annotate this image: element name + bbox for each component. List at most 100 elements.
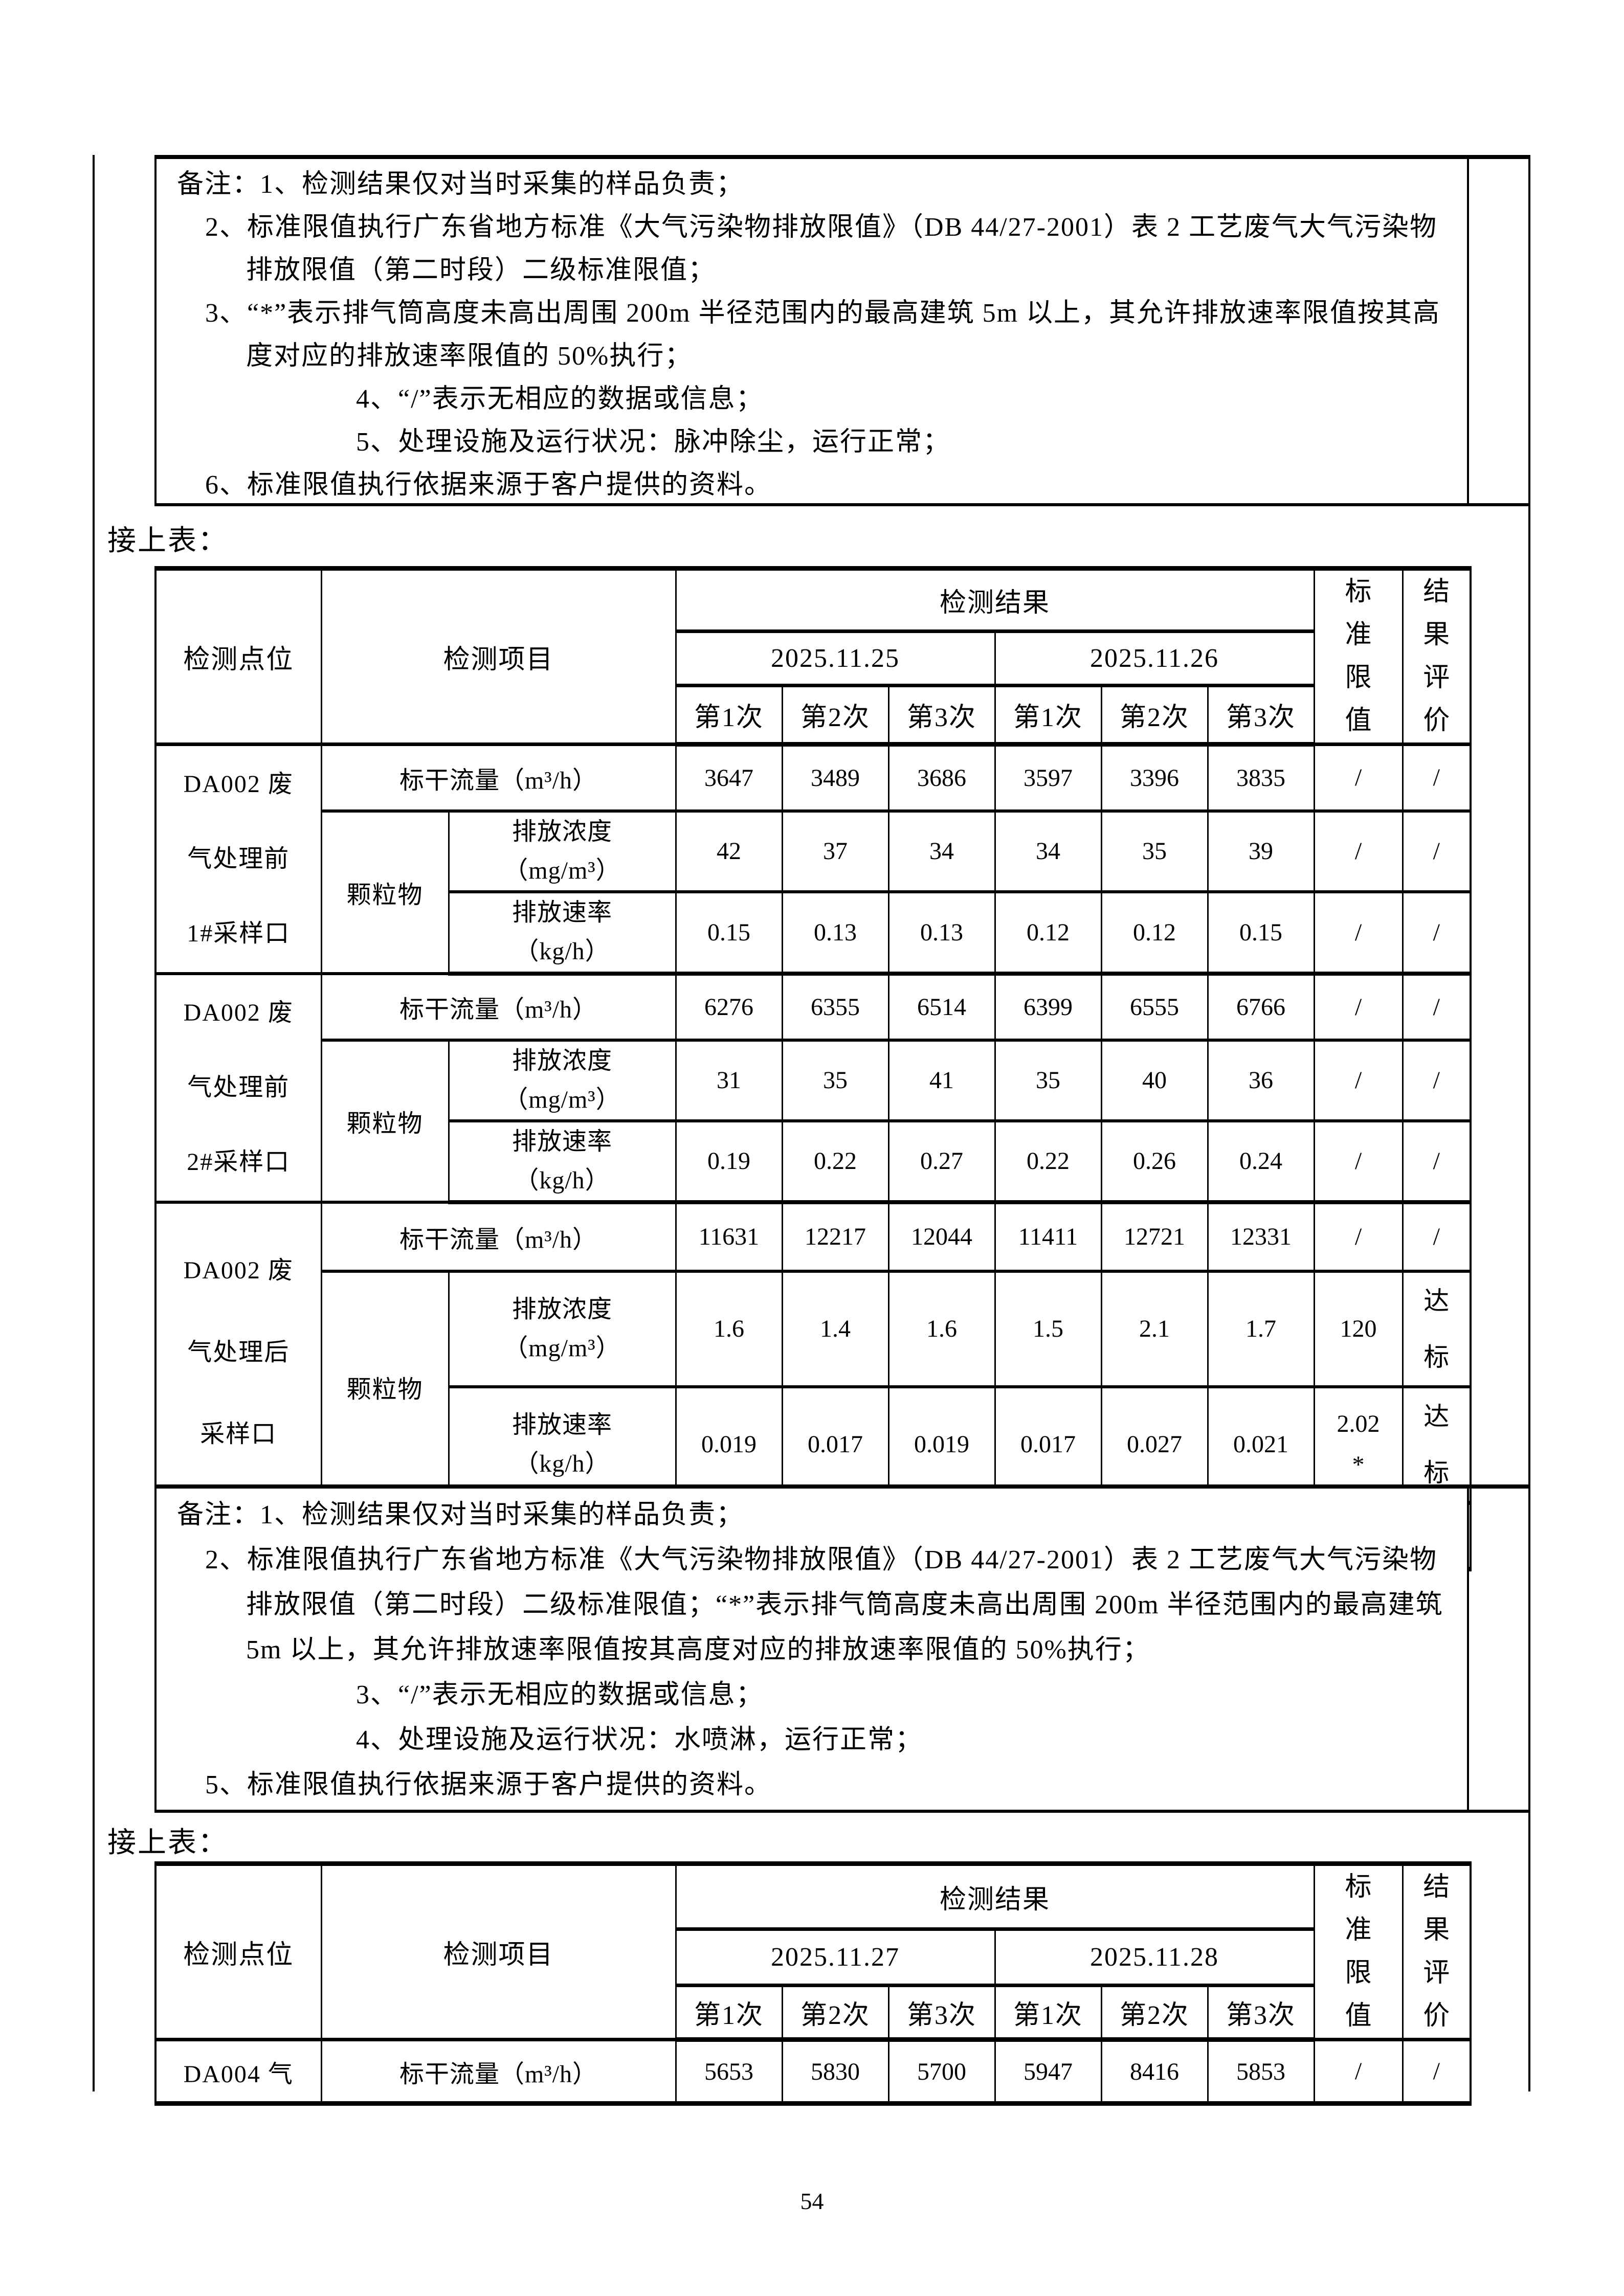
- result-cell: 6355: [781, 972, 889, 1042]
- monitoring-table-upper: 检测点位 检测项目 检测结果 标准限值 结果评价 2025.11.25 2025…: [154, 566, 1472, 1571]
- header-run: 第1次: [994, 684, 1102, 747]
- result-cell: 31: [675, 1038, 783, 1122]
- eval-cell: /: [1401, 1119, 1472, 1204]
- header-point-col: 检测点位: [154, 1862, 322, 2041]
- limit-cell: /: [1313, 1200, 1404, 1273]
- pollutant-cell: 颗粒物: [320, 1038, 450, 1204]
- header-date-1: 2025.11.25: [675, 629, 996, 687]
- header-run: 第2次: [1100, 684, 1209, 747]
- note-line: 3、“*”表示排气筒高度未高出周围 200m 半径范围内的最高建筑 5m 以上，…: [205, 299, 1441, 328]
- result-cell: 3686: [887, 742, 996, 813]
- limit-cell: /: [1313, 742, 1404, 813]
- limit-cell: /: [1313, 1119, 1404, 1204]
- result-cell: 0.15: [675, 890, 783, 976]
- concentration-label: 排放浓度 （mg/m³）: [448, 1038, 677, 1122]
- eval-text: 达标: [1423, 1402, 1450, 1487]
- limit-cell: /: [1313, 809, 1404, 893]
- result-cell: 12217: [781, 1200, 889, 1273]
- result-cell: 35: [1100, 809, 1209, 893]
- flow-label: 标干流量（m³/h）: [320, 2038, 677, 2106]
- header-eval-col: 结果评价: [1401, 567, 1472, 746]
- header-result-col: 检测结果: [675, 1862, 1315, 1931]
- eval-cell: /: [1401, 972, 1472, 1042]
- header-eval-col: 结果评价: [1401, 1862, 1472, 2041]
- eval-cell: /: [1401, 1200, 1472, 1273]
- notes-box-top-side-cell: [1469, 155, 1529, 506]
- monitoring-table-lower: 检测点位 检测项目 检测结果 标准限值 结果评价 2025.11.27 2025…: [154, 1861, 1472, 2106]
- flow-label: 标干流量（m³/h）: [320, 742, 677, 813]
- result-cell: 1.7: [1207, 1269, 1315, 1388]
- eval-cell: /: [1401, 2038, 1472, 2106]
- limit-cell: 120: [1313, 1269, 1404, 1388]
- page-frame-left-rule: [93, 155, 95, 2091]
- result-cell: 3835: [1207, 742, 1315, 813]
- result-cell: 40: [1100, 1038, 1209, 1122]
- point-cell: DA002 废 气处理前 2#采样口: [154, 972, 322, 1204]
- result-cell: 37: [781, 809, 889, 893]
- result-cell: 5947: [994, 2038, 1102, 2106]
- result-cell: 0.26: [1100, 1119, 1209, 1204]
- eval-cell: /: [1401, 742, 1472, 813]
- limit-cell: /: [1313, 1038, 1404, 1122]
- result-cell: 1.6: [887, 1269, 996, 1388]
- rate-label: 排放速率 （kg/h）: [448, 890, 677, 976]
- continuation-label-bottom: 接上表：: [107, 1827, 228, 1859]
- header-run: 第1次: [994, 1984, 1102, 2042]
- result-cell: 12721: [1100, 1200, 1209, 1273]
- header-run: 第1次: [675, 684, 783, 747]
- eval-cell: /: [1401, 890, 1472, 976]
- result-cell: 8416: [1100, 2038, 1209, 2106]
- result-cell: 0.13: [781, 890, 889, 976]
- result-cell: 0.22: [781, 1119, 889, 1204]
- header-limit-col: 标准限值: [1313, 567, 1404, 746]
- header-eval-text: 结果评价: [1423, 1873, 1450, 2031]
- header-run: 第2次: [1100, 1984, 1209, 2042]
- result-cell: 5853: [1207, 2038, 1315, 2106]
- point-cell: DA002 废 气处理前 1#采样口: [154, 742, 322, 975]
- result-cell: 6555: [1100, 972, 1209, 1042]
- flow-label: 标干流量（m³/h）: [320, 972, 677, 1042]
- header-run: 第1次: [675, 1984, 783, 2042]
- result-cell: 3489: [781, 742, 889, 813]
- result-cell: 1.4: [781, 1269, 889, 1388]
- result-cell: 34: [994, 809, 1102, 893]
- result-cell: 0.12: [994, 890, 1102, 976]
- note-line: 5、处理设施及运行状况：脉冲除尘，运行正常；: [356, 427, 951, 457]
- note-line: 2、标准限值执行广东省地方标准《大气污染物排放限值》（DB 44/27-2001…: [205, 213, 1438, 242]
- note-line: 6、标准限值执行依据来源于客户提供的资料。: [205, 470, 772, 500]
- page-frame-right-rule: [1528, 155, 1530, 2091]
- pollutant-cell: 颗粒物: [320, 1269, 450, 1504]
- continuation-label-top: 接上表：: [107, 525, 228, 557]
- result-cell: 36: [1207, 1038, 1315, 1122]
- point-cell: DA002 废 气处理后 采样口: [154, 1200, 322, 1504]
- header-run: 第3次: [1207, 1984, 1315, 2042]
- result-cell: 6766: [1207, 972, 1315, 1042]
- header-date-2: 2025.11.28: [994, 1927, 1315, 1988]
- result-cell: 3647: [675, 742, 783, 813]
- result-cell: 35: [781, 1038, 889, 1122]
- header-date-2: 2025.11.26: [994, 629, 1315, 687]
- concentration-label: 排放浓度 （mg/m³）: [448, 1269, 677, 1388]
- result-cell: 0.15: [1207, 890, 1315, 976]
- limit-cell: /: [1313, 890, 1404, 976]
- result-cell: 0.27: [887, 1119, 996, 1204]
- result-cell: 39: [1207, 809, 1315, 893]
- result-cell: 3396: [1100, 742, 1209, 813]
- eval-text: 达标: [1423, 1286, 1450, 1371]
- note-line: 5m 以上，其允许排放速率限值按其高度对应的排放速率限值的 50%执行；: [246, 1635, 1150, 1664]
- note-line: 4、处理设施及运行状况：水喷淋，运行正常；: [356, 1725, 923, 1754]
- header-run: 第2次: [781, 684, 889, 747]
- rate-label: 排放速率 （kg/h）: [448, 1119, 677, 1204]
- concentration-label: 排放浓度 （mg/m³）: [448, 809, 677, 893]
- page-number: 54: [800, 2188, 824, 2214]
- result-cell: 6514: [887, 972, 996, 1042]
- result-cell: 5700: [887, 2038, 996, 2106]
- result-cell: 2.1: [1100, 1269, 1209, 1388]
- result-cell: 11631: [675, 1200, 783, 1273]
- header-limit-col: 标准限值: [1313, 1862, 1404, 2041]
- eval-cell: /: [1401, 809, 1472, 893]
- result-cell: 0.12: [1100, 890, 1209, 976]
- header-limit-text: 标准限值: [1345, 577, 1372, 735]
- note-line: 度对应的排放速率限值的 50%执行；: [246, 342, 693, 371]
